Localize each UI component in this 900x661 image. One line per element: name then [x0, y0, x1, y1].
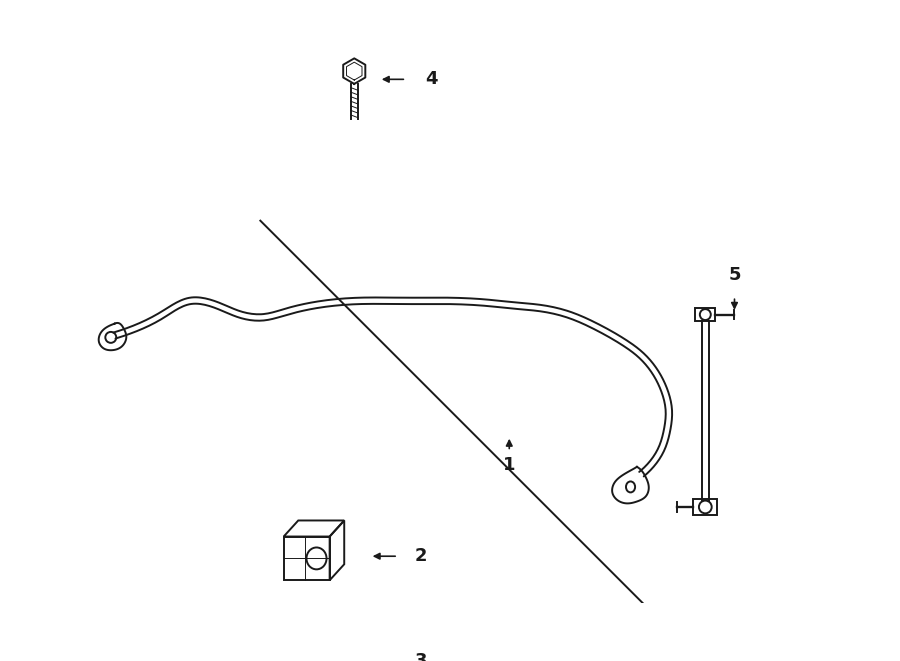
- Text: 5: 5: [728, 266, 741, 284]
- Text: 4: 4: [426, 70, 438, 89]
- Text: 3: 3: [415, 652, 428, 661]
- Text: 2: 2: [415, 547, 428, 565]
- Text: 1: 1: [503, 456, 516, 474]
